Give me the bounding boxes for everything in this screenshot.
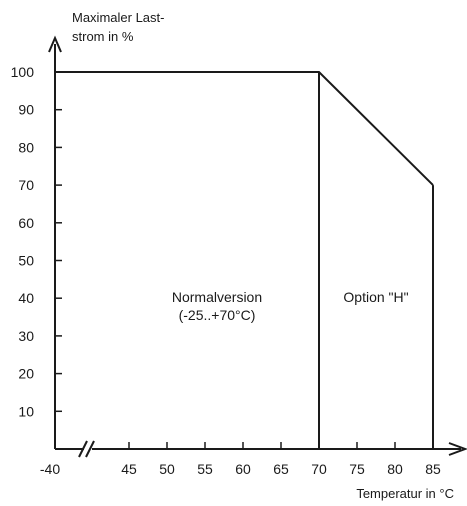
x-tick-label: 70 bbox=[311, 461, 327, 477]
y-axis-title: Maximaler Last- strom in % bbox=[72, 10, 164, 44]
y-tick-label: 50 bbox=[18, 253, 34, 269]
axes bbox=[48, 35, 467, 458]
x-tick-label: 50 bbox=[159, 461, 175, 477]
y-tick-label: 60 bbox=[18, 215, 34, 231]
load-current-line bbox=[55, 71, 434, 186]
x-tick-label: 60 bbox=[235, 461, 251, 477]
y-tick-label: 90 bbox=[18, 102, 34, 118]
regions: Normalversion (-25..+70°C) Option "H" bbox=[172, 289, 409, 323]
x-tick-label: 85 bbox=[425, 461, 441, 477]
x-tick-label: 65 bbox=[273, 461, 289, 477]
x-tick-label: 45 bbox=[121, 461, 137, 477]
x-axis-break-gap bbox=[84, 440, 92, 458]
y-axis-title-line-2: strom in % bbox=[72, 29, 134, 44]
x-axis-title: Temperatur in °C bbox=[356, 486, 454, 501]
x-tick-label: -40 bbox=[40, 461, 60, 477]
y-tick-label: 20 bbox=[18, 366, 34, 382]
x-tick-label: 80 bbox=[387, 461, 403, 477]
x-tick-label: 55 bbox=[197, 461, 213, 477]
region-label: (-25..+70°C) bbox=[179, 307, 256, 323]
x-axis-break-mark bbox=[85, 440, 95, 458]
y-ticks: 10 20 30 40 50 60 70 80 90 100 bbox=[11, 64, 62, 419]
region-label: Option "H" bbox=[343, 289, 408, 305]
y-tick-label: 10 bbox=[18, 403, 34, 419]
series bbox=[55, 71, 434, 449]
y-tick-label: 100 bbox=[11, 64, 35, 80]
y-tick-label: 80 bbox=[18, 139, 34, 155]
y-tick-label: 30 bbox=[18, 328, 34, 344]
x-ticks: -40 45 50 55 60 65 70 75 80 85 bbox=[40, 442, 441, 477]
y-tick-label: 70 bbox=[18, 177, 34, 193]
y-tick-label: 40 bbox=[18, 290, 34, 306]
x-tick-label: 75 bbox=[349, 461, 365, 477]
x-axis-break-mark bbox=[78, 440, 88, 458]
x-axis-arrow bbox=[448, 442, 467, 456]
y-axis-arrow bbox=[48, 35, 62, 53]
region-label: Normalversion bbox=[172, 289, 262, 305]
y-axis-title-line-1: Maximaler Last- bbox=[72, 10, 164, 25]
